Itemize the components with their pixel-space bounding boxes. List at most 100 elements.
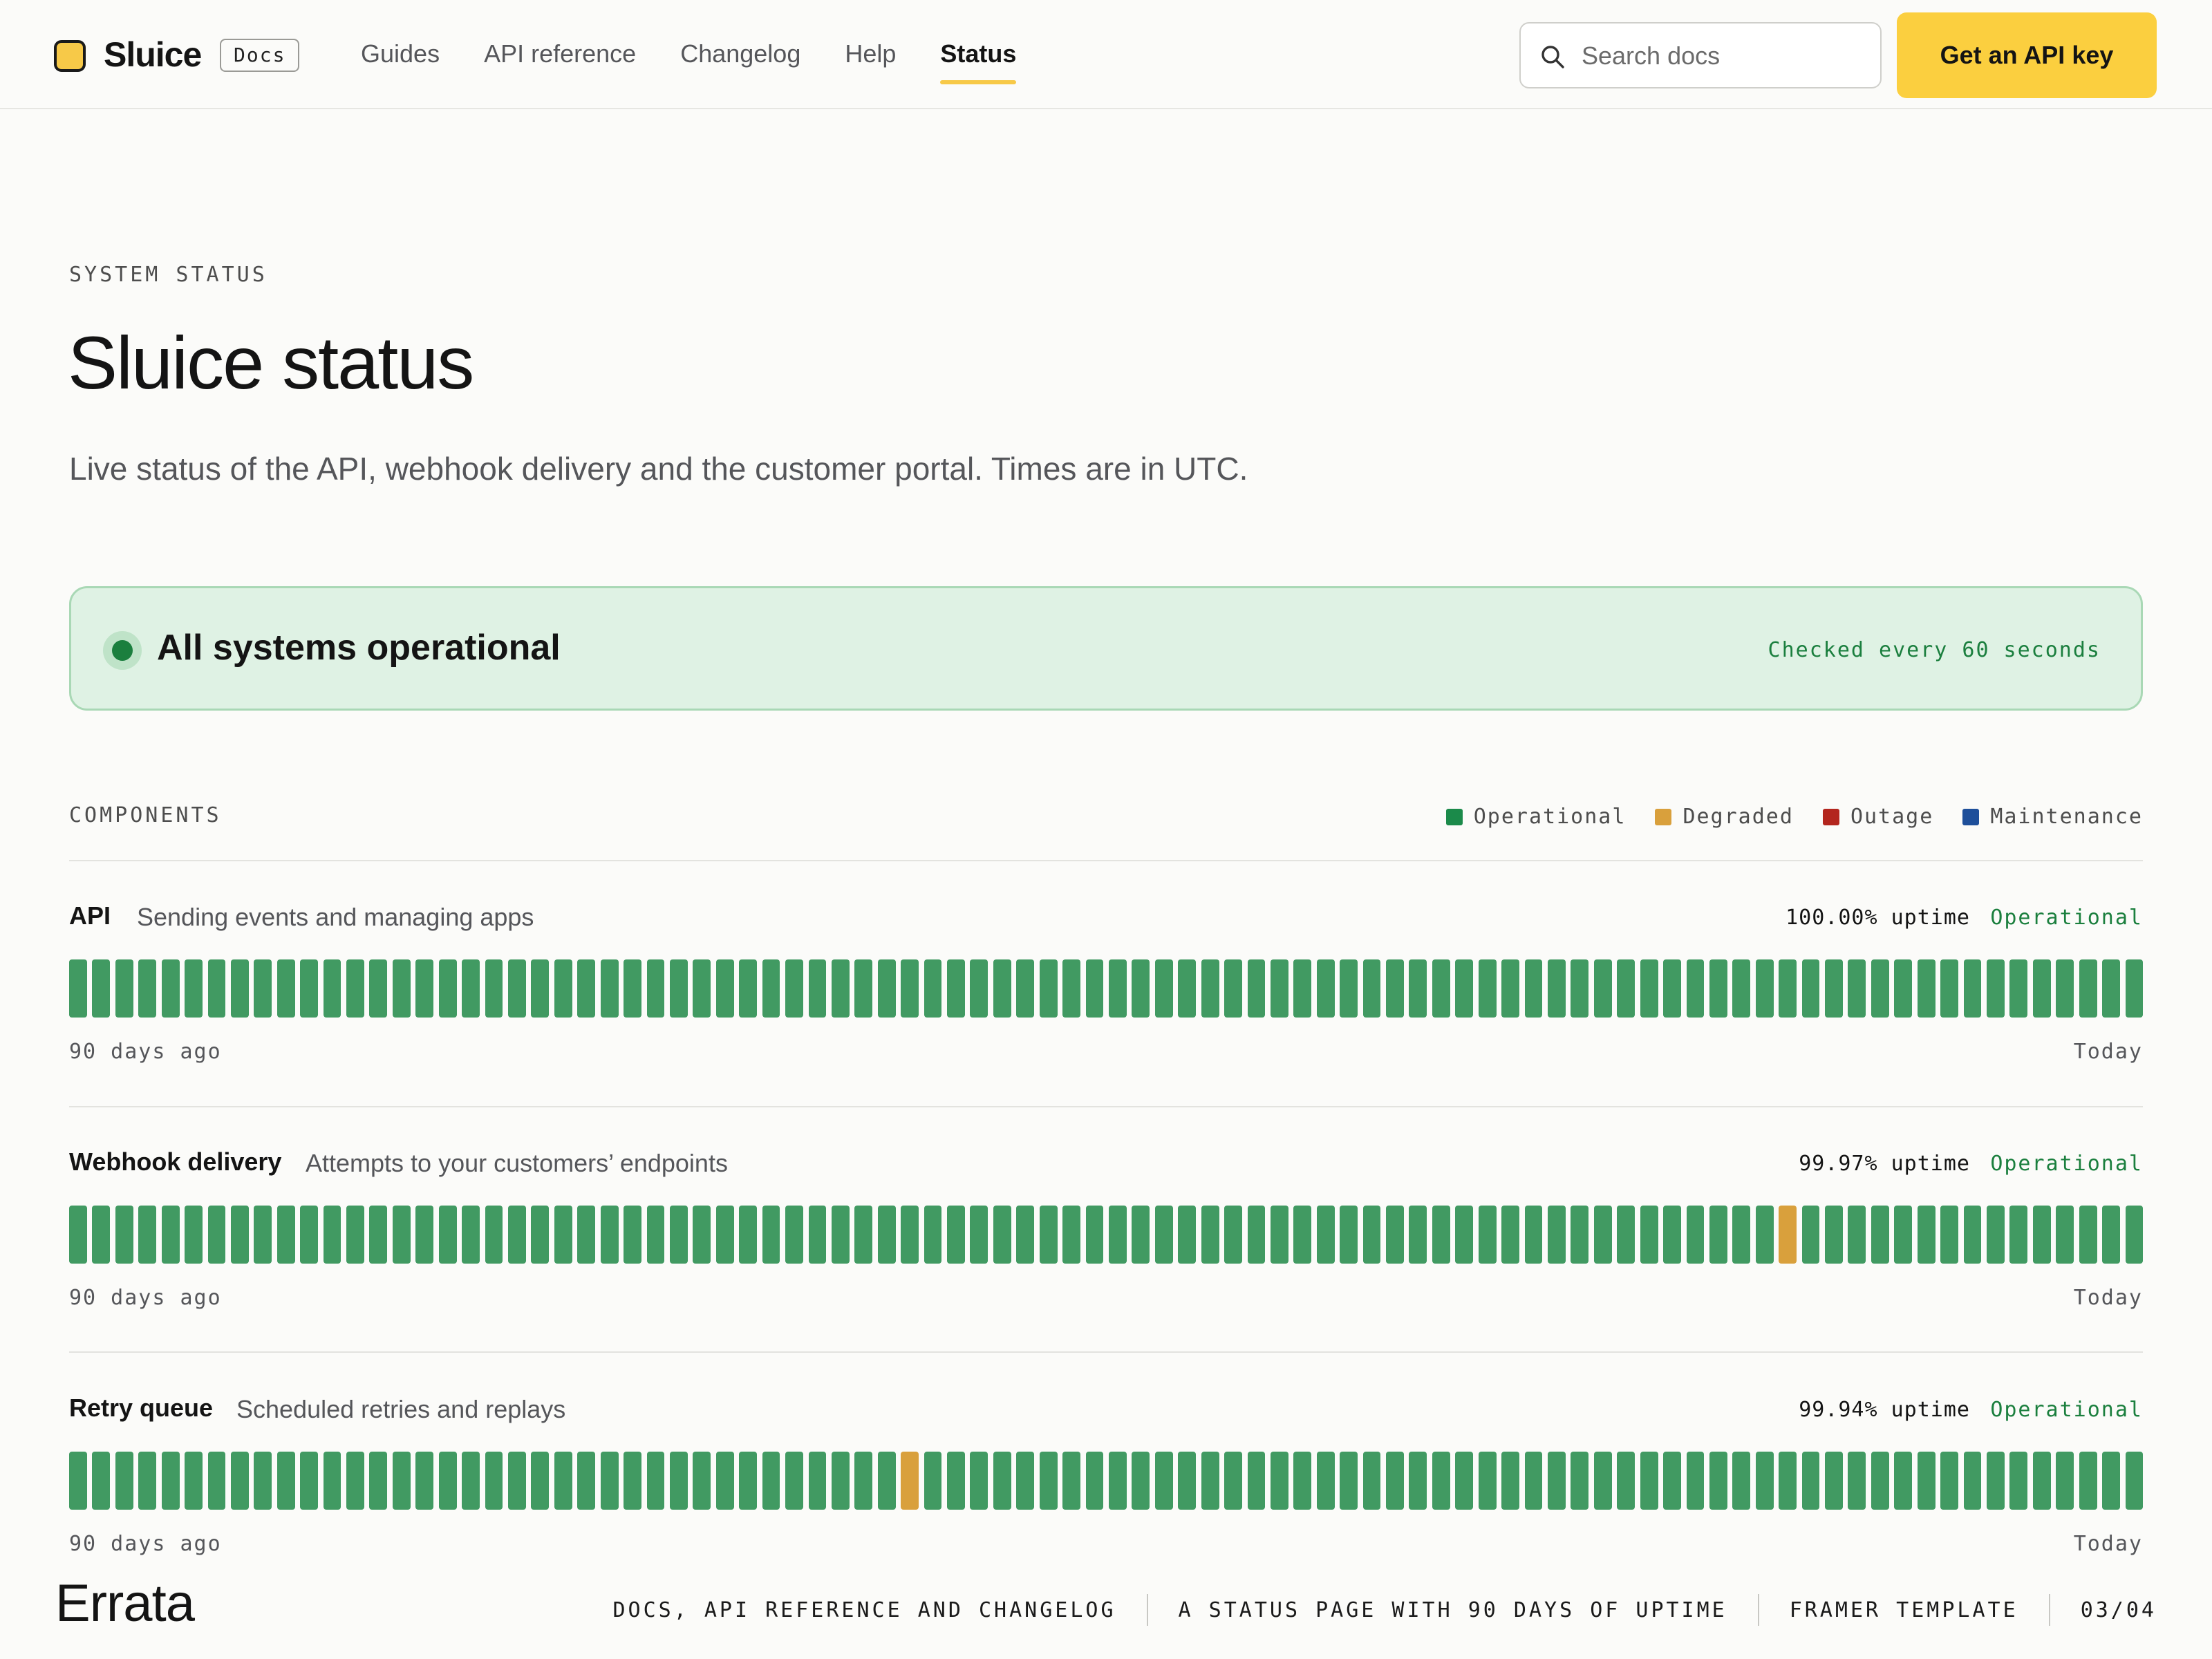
uptime-bar-operational[interactable] bbox=[1062, 1452, 1080, 1510]
uptime-bar-operational[interactable] bbox=[1478, 1452, 1497, 1510]
uptime-bar-operational[interactable] bbox=[1501, 1452, 1519, 1510]
uptime-bar-operational[interactable] bbox=[901, 959, 919, 1018]
uptime-bar-operational[interactable] bbox=[1409, 1206, 1427, 1264]
uptime-bar-operational[interactable] bbox=[1108, 1452, 1127, 1510]
uptime-bar-operational[interactable] bbox=[1940, 959, 1958, 1018]
uptime-bar-operational[interactable] bbox=[1270, 1206, 1288, 1264]
uptime-bar-operational[interactable] bbox=[1963, 1206, 1982, 1264]
uptime-bar-operational[interactable] bbox=[1548, 1206, 1566, 1264]
uptime-bar-operational[interactable] bbox=[1917, 1452, 1936, 1510]
uptime-bar-operational[interactable] bbox=[346, 1206, 364, 1264]
uptime-bar-operational[interactable] bbox=[1108, 959, 1127, 1018]
uptime-bar-operational[interactable] bbox=[254, 1206, 272, 1264]
uptime-bar-operational[interactable] bbox=[1316, 1206, 1335, 1264]
uptime-bar-operational[interactable] bbox=[646, 959, 665, 1018]
uptime-bar-operational[interactable] bbox=[1617, 1206, 1635, 1264]
uptime-bar-operational[interactable] bbox=[808, 959, 827, 1018]
uptime-bar-operational[interactable] bbox=[1548, 1452, 1566, 1510]
uptime-bar-operational[interactable] bbox=[1571, 1206, 1589, 1264]
uptime-bar-operational[interactable] bbox=[1663, 1206, 1681, 1264]
uptime-bar-operational[interactable] bbox=[1340, 1206, 1358, 1264]
uptime-bar-operational[interactable] bbox=[2032, 1206, 2051, 1264]
uptime-bar-operational[interactable] bbox=[600, 1452, 619, 1510]
uptime-bar-operational[interactable] bbox=[785, 1452, 803, 1510]
uptime-bar-operational[interactable] bbox=[161, 1206, 180, 1264]
uptime-bar-operational[interactable] bbox=[1293, 1452, 1312, 1510]
uptime-bar-operational[interactable] bbox=[415, 1206, 434, 1264]
uptime-bar-operational[interactable] bbox=[1178, 1206, 1197, 1264]
uptime-bar-operational[interactable] bbox=[624, 959, 641, 1018]
nav-changelog[interactable]: Changelog bbox=[680, 39, 801, 68]
uptime-bar-degraded[interactable] bbox=[1779, 1206, 1797, 1264]
uptime-bar-operational[interactable] bbox=[808, 1206, 827, 1264]
uptime-bar-operational[interactable] bbox=[254, 959, 272, 1018]
uptime-bar-operational[interactable] bbox=[438, 959, 457, 1018]
uptime-bar-operational[interactable] bbox=[1571, 1452, 1589, 1510]
uptime-bar-operational[interactable] bbox=[2079, 1452, 2097, 1510]
uptime-bar-operational[interactable] bbox=[1963, 1452, 1982, 1510]
uptime-bar-operational[interactable] bbox=[646, 1206, 665, 1264]
uptime-bar-operational[interactable] bbox=[762, 1206, 780, 1264]
uptime-bar-operational[interactable] bbox=[1779, 959, 1797, 1018]
uptime-bar-operational[interactable] bbox=[1016, 1206, 1035, 1264]
uptime-bar-operational[interactable] bbox=[739, 1206, 758, 1264]
uptime-bar-operational[interactable] bbox=[1409, 1452, 1427, 1510]
uptime-bar-operational[interactable] bbox=[207, 959, 226, 1018]
uptime-bar-operational[interactable] bbox=[276, 1206, 295, 1264]
uptime-bar-operational[interactable] bbox=[554, 1452, 572, 1510]
uptime-bar-operational[interactable] bbox=[739, 1452, 758, 1510]
uptime-bar-operational[interactable] bbox=[69, 1452, 87, 1510]
uptime-bar-operational[interactable] bbox=[1293, 959, 1312, 1018]
uptime-bar-operational[interactable] bbox=[92, 1452, 111, 1510]
uptime-bar-operational[interactable] bbox=[1432, 1206, 1450, 1264]
uptime-bar-operational[interactable] bbox=[438, 1206, 457, 1264]
uptime-bar-operational[interactable] bbox=[185, 1206, 203, 1264]
uptime-bar-operational[interactable] bbox=[161, 959, 180, 1018]
uptime-bar-operational[interactable] bbox=[69, 1206, 87, 1264]
uptime-bar-operational[interactable] bbox=[392, 1452, 411, 1510]
uptime-bar-operational[interactable] bbox=[1316, 1452, 1335, 1510]
uptime-bar-operational[interactable] bbox=[1247, 1452, 1266, 1510]
uptime-bar-operational[interactable] bbox=[1686, 1452, 1705, 1510]
uptime-bar-operational[interactable] bbox=[323, 1452, 341, 1510]
logo-icon[interactable] bbox=[54, 40, 86, 72]
uptime-bar-operational[interactable] bbox=[924, 1452, 942, 1510]
uptime-bar-operational[interactable] bbox=[1039, 1206, 1058, 1264]
uptime-bar-operational[interactable] bbox=[577, 959, 596, 1018]
uptime-bar-operational[interactable] bbox=[1663, 1452, 1681, 1510]
uptime-bar-operational[interactable] bbox=[1455, 959, 1474, 1018]
uptime-bar-operational[interactable] bbox=[1455, 1452, 1474, 1510]
uptime-bar-operational[interactable] bbox=[300, 959, 319, 1018]
uptime-bar-operational[interactable] bbox=[369, 1452, 388, 1510]
uptime-bar-operational[interactable] bbox=[485, 1452, 503, 1510]
uptime-bar-operational[interactable] bbox=[1478, 1206, 1497, 1264]
uptime-bar-operational[interactable] bbox=[1548, 959, 1566, 1018]
uptime-bar-operational[interactable] bbox=[1524, 1206, 1543, 1264]
uptime-bar-operational[interactable] bbox=[346, 1452, 364, 1510]
uptime-bar-operational[interactable] bbox=[1085, 1452, 1104, 1510]
uptime-bar-operational[interactable] bbox=[415, 959, 434, 1018]
uptime-bar-operational[interactable] bbox=[1848, 1206, 1866, 1264]
uptime-bar-operational[interactable] bbox=[1894, 1452, 1913, 1510]
uptime-bar-operational[interactable] bbox=[1016, 1452, 1035, 1510]
uptime-bar-operational[interactable] bbox=[1039, 959, 1058, 1018]
uptime-bar-operational[interactable] bbox=[508, 1452, 526, 1510]
uptime-bar-operational[interactable] bbox=[1779, 1452, 1797, 1510]
uptime-bar-operational[interactable] bbox=[1871, 1206, 1889, 1264]
uptime-bar-operational[interactable] bbox=[438, 1452, 457, 1510]
uptime-bar-operational[interactable] bbox=[1409, 959, 1427, 1018]
uptime-bar-operational[interactable] bbox=[230, 1206, 249, 1264]
uptime-bar-operational[interactable] bbox=[115, 1452, 133, 1510]
uptime-bar-operational[interactable] bbox=[993, 1206, 1011, 1264]
uptime-bar-operational[interactable] bbox=[1455, 1206, 1474, 1264]
uptime-bar-operational[interactable] bbox=[600, 959, 619, 1018]
uptime-bar-operational[interactable] bbox=[1825, 1452, 1843, 1510]
uptime-bar-operational[interactable] bbox=[1709, 959, 1727, 1018]
uptime-bar-operational[interactable] bbox=[1894, 959, 1913, 1018]
uptime-bar-operational[interactable] bbox=[831, 959, 850, 1018]
uptime-bar-operational[interactable] bbox=[669, 1452, 688, 1510]
uptime-bar-operational[interactable] bbox=[346, 959, 364, 1018]
brand-name[interactable]: Sluice bbox=[104, 35, 202, 74]
uptime-bar-operational[interactable] bbox=[300, 1206, 319, 1264]
uptime-bar-operational[interactable] bbox=[508, 1206, 526, 1264]
